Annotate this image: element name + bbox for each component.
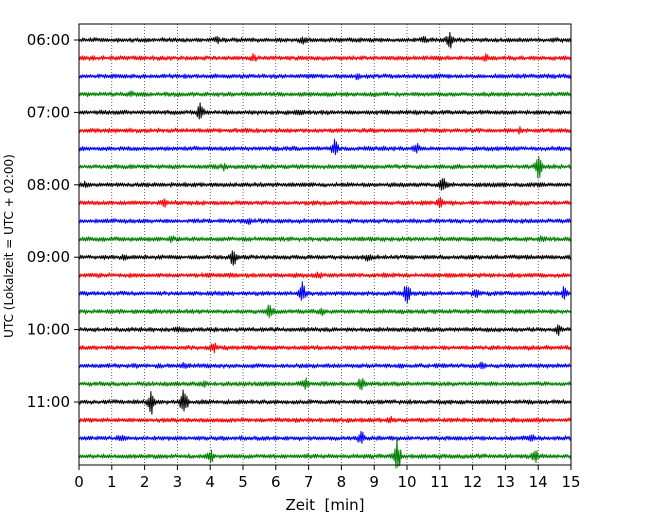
x-axis-label: Zeit [min] <box>285 496 364 514</box>
x-tick-label: 14 <box>529 473 548 491</box>
x-tick-label: 2 <box>140 473 150 491</box>
x-tick-label: 8 <box>337 473 347 491</box>
trace-1100 <box>78 389 572 415</box>
plot-frame <box>78 23 572 466</box>
x-tick-label: 15 <box>561 473 580 491</box>
trace-0800 <box>78 178 572 191</box>
x-tick-label: 5 <box>238 473 248 491</box>
x-tick-label: 4 <box>205 473 215 491</box>
y-tick-label: 08:00 <box>27 176 70 194</box>
trace-0945 <box>78 304 572 319</box>
x-tick-label: 3 <box>173 473 183 491</box>
y-tick-label: 09:00 <box>27 248 70 266</box>
trace-1000 <box>78 324 572 336</box>
x-tick-label: 0 <box>74 473 84 491</box>
trace-1045 <box>78 377 572 391</box>
y-axis-label: UTC (Lokalzeit = UTC + 02:00) <box>2 154 16 338</box>
trace-0730 <box>78 138 572 156</box>
trace-0830 <box>78 218 572 225</box>
x-tick-label: 6 <box>271 473 281 491</box>
trace-1030 <box>78 361 572 370</box>
trace-1015 <box>78 342 572 354</box>
trace-1115 <box>78 415 572 424</box>
trace-0745 <box>78 156 572 179</box>
trace-0900 <box>78 250 572 266</box>
trace-0915 <box>78 271 572 279</box>
y-tick-label: 11:00 <box>27 393 70 411</box>
trace-0700 <box>78 102 572 120</box>
x-tick-label: 11 <box>430 473 449 491</box>
x-axis: 0 1 2 3 4 5 6 7 8 9 10 11 12 13 14 15 <box>74 465 581 491</box>
x-tick-label: 12 <box>463 473 482 491</box>
x-tick-label: 13 <box>496 473 515 491</box>
y-tick-label: 10:00 <box>27 321 70 339</box>
trace-0645 <box>78 90 572 98</box>
trace-0600 <box>78 31 572 49</box>
y-tick-label: 07:00 <box>27 103 70 121</box>
x-tick-label: 9 <box>369 473 379 491</box>
trace-0615 <box>78 53 572 62</box>
grid-layer <box>111 24 539 465</box>
trace-0845 <box>78 235 572 244</box>
trace-0630 <box>78 73 572 81</box>
trace-1130 <box>78 430 572 444</box>
x-tick-label: 7 <box>304 473 314 491</box>
y-axis: 06:00 07:00 08:00 09:00 10:00 11:00 <box>27 31 79 411</box>
x-tick-label: 1 <box>107 473 117 491</box>
trace-1145 <box>78 437 572 469</box>
x-tick-label: 10 <box>397 473 416 491</box>
trace-layer <box>78 31 572 469</box>
trace-0715 <box>78 126 572 135</box>
trace-0815 <box>78 196 572 209</box>
trace-0930 <box>78 281 572 304</box>
y-tick-label: 06:00 <box>27 31 70 49</box>
